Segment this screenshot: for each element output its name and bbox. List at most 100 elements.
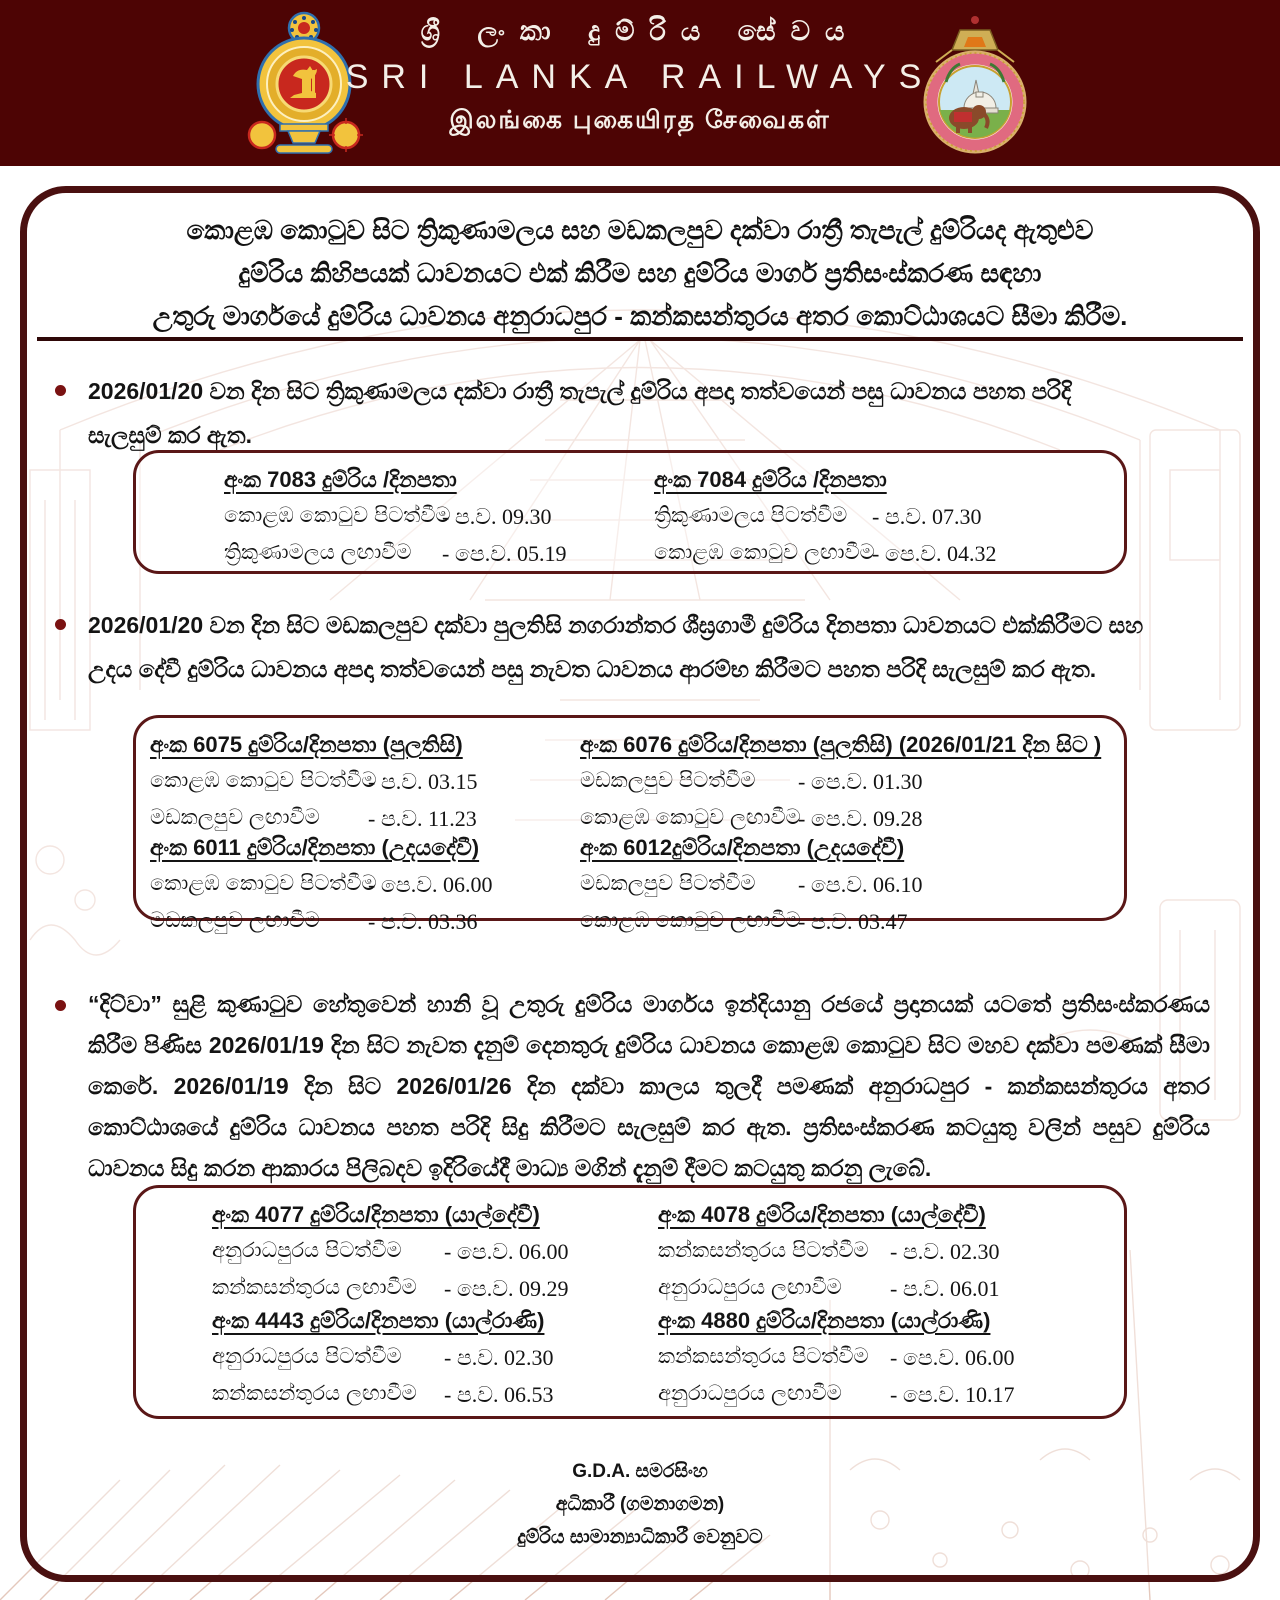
time-value: - පෙ.ව. 05.19 [442, 541, 567, 566]
schedule-entry-4078: අංක 4078 දුම්රිය/දිනපතා (යාල්දේවී) කන්කස… [658, 1202, 1000, 1302]
schedule-row: අනුරාධපුරය පිටත්වීම - පෙ.ව. 06.00 [212, 1239, 569, 1265]
schedule-entry-6012: අංක 6012දුම්රිය/දිනපතා (උදයදේවී) මඩකලපුව… [580, 835, 923, 935]
sri-lanka-railways-emblem-icon [923, 16, 1027, 154]
time-value: - ප.ව. 11.23 [368, 806, 477, 831]
entry-title: අංක 7083 දුම්රිය /දිනපතා [224, 467, 457, 492]
content-frame: කොළඹ කොටුව සිට ත්‍රිකුණාමලය සහ මඩකලපුව ද… [20, 186, 1260, 1582]
bullet-item-1: 2026/01/20 වන දින සිට ත්‍රිකුණාමලය දක්වා… [55, 369, 1093, 457]
bullet-item-2: 2026/01/20 වන දින සිට මඩකලපුව දක්වා පුලත… [55, 603, 1163, 691]
signature-name: G.D.A. සමරසිංහ [572, 1461, 708, 1482]
schedule-row: කන්කසන්තුරය ලඟාවීම - ප.ව. 06.53 [212, 1382, 554, 1408]
time-value: - ප.ව. 07.30 [872, 504, 982, 529]
schedule-box-2: අංක 6075 දුම්රිය/දිනපතා (පුලතිසි) කොළඹ ක… [133, 715, 1127, 934]
signature-on-behalf: දුම්රිය සාමාන්‍යාධිකාරී වෙනුවට [517, 1527, 763, 1548]
station-label: කොළඹ කොටුව පිටත්වීම [150, 872, 377, 895]
station-label: අනුරාධපුරය පිටත්වීම [212, 1239, 402, 1262]
schedule-row: ත්‍රිකුණාමලය ලඟාවීම - පෙ.ව. 05.19 [224, 541, 567, 567]
schedule-row: කොළඹ කොටුව ලඟාවීම - පෙ.ව. 09.28 [580, 806, 1101, 832]
station-label: මඩකලපුව ලඟාවීම [150, 806, 320, 829]
schedule-row: මඩකලපුව පිටත්වීම - පෙ.ව. 06.10 [580, 872, 923, 898]
time-value: - ප.ව. 09.30 [442, 504, 552, 529]
station-label: මඩකලපුව ලඟාවීම [150, 909, 320, 932]
schedule-row: අනුරාධපුරය පිටත්වීම - ප.ව. 02.30 [212, 1345, 554, 1371]
station-label: කොළඹ කොටුව ලඟාවීම [580, 909, 801, 932]
header-band: ශ්‍රී ලංකා දුම්රිය සේවය SRI LANKA RAILWA… [0, 0, 1280, 166]
station-label: ත්‍රිකුණාමලය පිටත්වීම [654, 504, 848, 527]
schedule-row: මඩකලපුව ලඟාවීම - ප.ව. 03.36 [150, 909, 493, 935]
entry-title: අංක 6075 දුම්රිය/දිනපතා (පුලතිසි) [150, 732, 463, 757]
bullet-text-3: “දිට්වා” සුළි කුණාටුව හේතුවෙන් හානි වූ උ… [88, 991, 1210, 1181]
station-label: අනුරාධපුරය ලඟාවීම [658, 1276, 842, 1299]
notice-title: කොළඹ කොටුව සිට ත්‍රිකුණාමලය සහ මඩකලපුව ද… [27, 209, 1253, 338]
schedule-row: කන්කසන්තුරය පිටත්වීම - පෙ.ව. 06.00 [658, 1345, 1015, 1371]
station-label: කන්කසන්තුරය පිටත්වීම [658, 1345, 869, 1368]
entry-title: අංක 6012දුම්රිය/දිනපතා (උදයදේවී) [580, 835, 905, 860]
bullet-dot-icon [55, 385, 66, 396]
schedule-row: අනුරාධපුරය ලඟාවීම - ප.ව. 06.01 [658, 1276, 1000, 1302]
time-value: - ප.ව. 02.30 [890, 1239, 1000, 1264]
schedule-entry-6075: අංක 6075 දුම්රිය/දිනපතා (පුලතිසි) කොළඹ ක… [150, 732, 478, 832]
time-value: - පෙ.ව. 10.17 [890, 1382, 1015, 1407]
entry-title: අංක 6076 දුම්රිය/දිනපතා (පුලතිසි) (2026/… [580, 732, 1102, 757]
schedule-entry-7084: අංක 7084 දුම්රිය /දිනපතා ත්‍රිකුණාමලය පි… [654, 467, 997, 567]
schedule-entry-4880: අංක 4880 දුම්රිය/දිනපතා (යාල්රාණි) කන්කස… [658, 1308, 1015, 1408]
schedule-row: කොළඹ කොටුව පිටත්වීම - ප.ව. 03.15 [150, 769, 478, 795]
schedule-box-1: අංක 7083 දුම්රිය /දිනපතා කොළඹ කොටුව පිටත… [133, 450, 1127, 574]
entry-title: අංක 7084 දුම්රිය /දිනපතා [654, 467, 887, 492]
station-label: කොළඹ කොටුව ලඟාවීම [654, 541, 875, 564]
schedule-row: මඩකලපුව ලඟාවීම - ප.ව. 11.23 [150, 806, 478, 832]
title-divider [37, 337, 1243, 341]
schedule-row: ත්‍රිකුණාමලය පිටත්වීම - ප.ව. 07.30 [654, 504, 997, 530]
station-label: කන්කසන්තුරය පිටත්වීම [658, 1239, 869, 1262]
time-value: - ප.ව. 06.01 [890, 1276, 1000, 1301]
station-label: කොළඹ කොටුව ලඟාවීම [580, 806, 801, 829]
time-value: - පෙ.ව. 01.30 [798, 769, 923, 794]
schedule-row: කොළඹ කොටුව ලඟාවීම - ප.ව. 03.47 [580, 909, 923, 935]
header-titles: ශ්‍රී ලංකා දුම්රිය සේවය SRI LANKA RAILWA… [330, 16, 950, 138]
schedule-row: කොළඹ කොටුව ලඟාවීම - පෙ.ව. 04.32 [654, 541, 997, 567]
station-label: ත්‍රිකුණාමලය ලඟාවීම [224, 541, 412, 564]
time-value: - පෙ.ව. 04.32 [872, 541, 997, 566]
header-title-sinhala: ශ්‍රී ලංකා දුම්රිය සේවය [420, 16, 860, 46]
entry-title: අංක 4443 දුම්රිය/දිනපතා (යාල්රාණි) [212, 1308, 545, 1333]
time-value: - පෙ.ව. 06.10 [798, 872, 923, 897]
time-value: - පෙ.ව. 06.00 [890, 1345, 1015, 1370]
bullet-text-2: 2026/01/20 වන දින සිට මඩකලපුව දක්වා පුලත… [88, 612, 1144, 682]
schedule-box-3: අංක 4077 දුම්රිය/දිනපතා (යාල්දේවී) අනුරා… [133, 1185, 1127, 1419]
station-label: කන්කසන්තුරය ලඟාවීම [212, 1382, 417, 1405]
station-label: මඩකලපුව පිටත්වීම [580, 872, 756, 895]
bullet-item-3: “දිට්වා” සුළි කුණාටුව හේතුවෙන් හානි වූ උ… [55, 984, 1210, 1189]
time-value: - පෙ.ව. 09.28 [798, 806, 923, 831]
notice-title-line-3: උතුරු මාර්ගයේ දුම්රිය ධාවනය අනුරාධපුර - … [152, 301, 1128, 331]
header-title-tamil: இலங்கை புகையிரத சேவைகள் [449, 106, 831, 134]
schedule-entry-4077: අංක 4077 දුම්රිය/දිනපතා (යාල්දේවී) අනුරා… [212, 1202, 569, 1302]
entry-title: අංක 4077 දුම්රිය/දිනපතා (යාල්දේවී) [212, 1202, 540, 1227]
schedule-row: කොළඹ කොටුව පිටත්වීම - ප.ව. 09.30 [224, 504, 567, 530]
station-label: කොළඹ කොටුව පිටත්වීම [150, 769, 377, 792]
entry-title: අංක 6011 දුම්රිය/දිනපතා (උදයදේවී) [150, 835, 480, 860]
schedule-entry-6011: අංක 6011 දුම්රිය/දිනපතා (උදයදේවී) කොළඹ ක… [150, 835, 493, 935]
schedule-row: කන්කසන්තුරය පිටත්වීම - ප.ව. 02.30 [658, 1239, 1000, 1265]
time-value: - පෙ.ව. 09.29 [444, 1276, 569, 1301]
schedule-row: කොළඹ කොටුව පිටත්වීම - පෙ.ව. 06.00 [150, 872, 493, 898]
bullet-text-1: 2026/01/20 වන දින සිට ත්‍රිකුණාමලය දක්වා… [88, 378, 1072, 448]
time-value: - පෙ.ව. 06.00 [368, 872, 493, 897]
bullet-dot-icon [55, 1000, 66, 1011]
signature-block: G.D.A. සමරසිංහ අධිකාරී (ගමනාගමන) දුම්රිය… [27, 1455, 1253, 1554]
time-value: - පෙ.ව. 06.00 [444, 1239, 569, 1264]
notice-title-line-2: දුම්රිය කිහිපයක් ධාවනයට එක් කිරීම සහ දුම… [238, 258, 1042, 288]
notice-title-line-1: කොළඹ කොටුව සිට ත්‍රිකුණාමලය සහ මඩකලපුව ද… [186, 215, 1094, 245]
station-label: අනුරාධපුරය ලඟාවීම [658, 1382, 842, 1405]
schedule-row: මඩකලපුව පිටත්වීම - පෙ.ව. 01.30 [580, 769, 1101, 795]
time-value: - ප.ව. 03.15 [368, 769, 478, 794]
header-title-english: SRI LANKA RAILWAYS [345, 58, 935, 96]
station-label: කොළඹ කොටුව පිටත්වීම [224, 504, 451, 527]
time-value: - ප.ව. 03.36 [368, 909, 478, 934]
sri-lanka-national-emblem-icon [247, 11, 363, 154]
schedule-row: අනුරාධපුරය ලඟාවීම - පෙ.ව. 10.17 [658, 1382, 1015, 1408]
bullet-dot-icon [55, 619, 66, 630]
entry-title: අංක 4880 දුම්රිය/දිනපතා (යාල්රාණි) [658, 1308, 991, 1333]
time-value: - ප.ව. 02.30 [444, 1345, 554, 1370]
schedule-entry-4443: අංක 4443 දුම්රිය/දිනපතා (යාල්රාණි) අනුරා… [212, 1308, 554, 1408]
